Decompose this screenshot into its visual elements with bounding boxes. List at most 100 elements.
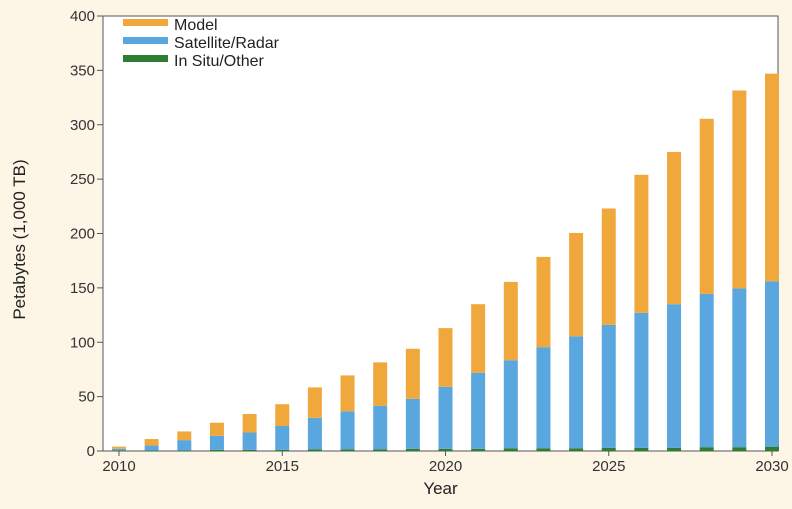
bar-model-2014 — [242, 414, 257, 433]
bar-in-situ-other-2020 — [438, 448, 453, 451]
bar-satellite-radar-2024 — [569, 336, 584, 449]
x-tick-label-2010: 2010 — [102, 458, 135, 475]
bar-stack-2029 — [732, 90, 747, 451]
bar-model-2011 — [144, 439, 159, 446]
bar-model-2025 — [601, 208, 616, 325]
y-axis-title: Petabytes (1,000 TB) — [10, 159, 29, 319]
bar-satellite-radar-2027 — [667, 304, 682, 448]
bar-stack-2016 — [307, 387, 322, 451]
bar-satellite-radar-2022 — [503, 360, 518, 449]
bar-stack-2024 — [569, 232, 584, 451]
y-tick-label-200: 200 — [70, 226, 95, 243]
bar-satellite-radar-2026 — [634, 312, 649, 448]
y-tick-label-50: 50 — [78, 389, 95, 406]
bar-stack-2027 — [667, 151, 682, 451]
bar-stack-2013 — [209, 422, 224, 451]
bar-in-situ-other-2021 — [471, 448, 486, 451]
bar-satellite-radar-2021 — [471, 372, 486, 449]
bar-satellite-radar-2015 — [275, 425, 290, 450]
legend-swatch-model — [123, 19, 168, 26]
bar-satellite-radar-2010 — [112, 448, 126, 451]
bar-in-situ-other-2028 — [699, 447, 714, 451]
bars-layer — [112, 73, 779, 451]
bar-model-2019 — [405, 348, 420, 399]
bar-satellite-radar-2030 — [765, 281, 779, 447]
bar-stack-2010 — [112, 446, 126, 451]
bar-satellite-radar-2013 — [209, 435, 224, 450]
bar-stack-2030 — [765, 73, 779, 451]
bar-satellite-radar-2029 — [732, 288, 747, 448]
legend-swatch-satellite-radar — [123, 37, 168, 44]
bar-satellite-radar-2023 — [536, 347, 551, 449]
bar-satellite-radar-2017 — [340, 411, 355, 450]
bar-satellite-radar-2025 — [601, 324, 616, 448]
bar-model-2012 — [177, 431, 192, 441]
axes-layer: 0 50 100 150 200 250 300 350 400 2010 2015 2020 2025… — [70, 8, 789, 475]
bar-model-2013 — [209, 422, 224, 436]
bar-model-2022 — [503, 281, 518, 361]
bar-satellite-radar-2014 — [242, 432, 257, 450]
bar-satellite-radar-2016 — [307, 417, 322, 450]
bar-model-2027 — [667, 151, 682, 305]
bar-in-situ-other-2022 — [503, 448, 518, 451]
bar-model-2015 — [275, 404, 290, 426]
bar-in-situ-other-2012 — [177, 450, 192, 451]
bar-stack-2028 — [699, 118, 714, 451]
x-tick-label-2015: 2015 — [266, 458, 299, 475]
bar-satellite-radar-2018 — [373, 405, 388, 450]
legend-label-model: Model — [174, 17, 218, 34]
legend-swatch-in-situ-other — [123, 55, 168, 62]
bar-satellite-radar-2012 — [177, 440, 192, 451]
y-tick-label-400: 400 — [70, 8, 95, 25]
bar-satellite-radar-2019 — [405, 398, 420, 449]
bar-satellite-radar-2028 — [699, 293, 714, 448]
bar-in-situ-other-2010 — [112, 450, 126, 451]
bar-model-2017 — [340, 375, 355, 412]
bar-in-situ-other-2011 — [144, 450, 159, 451]
bar-in-situ-other-2029 — [732, 447, 747, 451]
bar-stack-2015 — [275, 404, 290, 451]
bar-in-situ-other-2016 — [307, 449, 322, 451]
bar-in-situ-other-2024 — [569, 448, 584, 451]
bar-in-situ-other-2025 — [601, 447, 616, 451]
x-tick-label-2025: 2025 — [592, 458, 625, 475]
bar-in-situ-other-2027 — [667, 447, 682, 451]
bar-stack-2025 — [601, 208, 616, 451]
bar-stack-2021 — [471, 304, 486, 451]
bar-in-situ-other-2015 — [275, 449, 290, 451]
bar-satellite-radar-2011 — [144, 445, 159, 451]
y-tick-label-0: 0 — [87, 443, 95, 460]
bar-model-2016 — [307, 387, 322, 418]
bar-stack-2014 — [242, 414, 257, 451]
bar-model-2021 — [471, 304, 486, 373]
bar-stack-2022 — [503, 281, 518, 451]
bar-model-2030 — [765, 73, 779, 282]
y-tick-label-350: 350 — [70, 62, 95, 79]
bar-stack-2023 — [536, 256, 551, 451]
bar-stack-2017 — [340, 375, 355, 451]
x-tick-label-2030: 2030 — [755, 458, 788, 475]
bar-stack-2026 — [634, 174, 649, 451]
bar-model-2023 — [536, 256, 551, 348]
bar-model-2020 — [438, 328, 453, 387]
bar-stack-2018 — [373, 362, 388, 451]
bar-model-2010 — [112, 446, 126, 449]
bar-stack-2019 — [405, 348, 420, 451]
y-tick-label-150: 150 — [70, 280, 95, 297]
y-tick-label-250: 250 — [70, 171, 95, 188]
bar-model-2026 — [634, 174, 649, 313]
y-tick-label-100: 100 — [70, 334, 95, 351]
legend-label-satellite-radar: Satellite/Radar — [174, 35, 280, 52]
x-axis-title: Year — [423, 479, 458, 498]
legend-label-in-situ-other: In Situ/Other — [174, 53, 264, 70]
bar-stack-2012 — [177, 431, 192, 451]
bar-in-situ-other-2030 — [765, 446, 779, 451]
bar-model-2018 — [373, 362, 388, 406]
bar-in-situ-other-2023 — [536, 448, 551, 451]
bar-model-2028 — [699, 118, 714, 294]
y-tick-label-300: 300 — [70, 117, 95, 134]
bar-in-situ-other-2017 — [340, 449, 355, 451]
